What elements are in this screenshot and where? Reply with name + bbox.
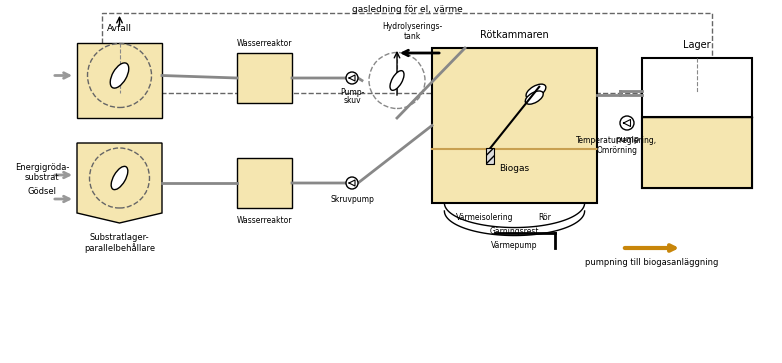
Text: pumpning till biogasanläggning: pumpning till biogasanläggning [585,258,719,267]
FancyBboxPatch shape [642,117,752,188]
Text: Biogas: Biogas [500,164,529,174]
Bar [102,13,712,93]
Text: Rör: Rör [538,213,551,223]
FancyBboxPatch shape [642,58,752,188]
Text: Substratlager-: Substratlager- [90,233,149,242]
Bar [486,148,494,164]
Text: Värmeisolering: Värmeisolering [456,213,513,223]
Circle shape [346,177,358,189]
Ellipse shape [110,63,129,88]
Text: Gärningsrest: Gärningsrest [490,227,540,236]
Text: Värmepump: Värmepump [491,241,538,249]
Ellipse shape [111,166,127,189]
Text: substrat: substrat [25,174,59,183]
Text: gasledning för el, värme: gasledning för el, värme [352,5,462,14]
FancyBboxPatch shape [432,48,597,203]
Text: tank: tank [404,32,421,41]
FancyBboxPatch shape [237,53,292,103]
Text: Hydrolyserings-: Hydrolyserings- [382,22,442,31]
Text: skuv: skuv [343,96,361,105]
Text: Omrörning: Omrörning [597,146,637,155]
Text: Temperaturreglering,: Temperaturreglering, [576,136,658,145]
Text: parallelbehållare: parallelbehållare [84,243,155,253]
Circle shape [620,116,634,130]
FancyBboxPatch shape [237,158,292,208]
Ellipse shape [526,91,543,104]
Text: Rötkammaren: Rötkammaren [480,30,549,40]
Text: Avfall: Avfall [107,24,132,33]
FancyBboxPatch shape [77,43,162,118]
Polygon shape [77,143,162,223]
Text: Energigröda-: Energigröda- [15,163,69,172]
Circle shape [346,72,358,84]
Text: Lager: Lager [683,40,711,50]
Ellipse shape [390,71,404,90]
Text: Skruvpump: Skruvpump [330,195,374,204]
Text: pump: pump [615,135,639,144]
Text: Pump-: Pump- [340,88,364,97]
Text: Gödsel: Gödsel [27,187,56,196]
Text: Wasserreaktor: Wasserreaktor [237,39,292,48]
Text: Wasserreaktor: Wasserreaktor [237,216,292,225]
Ellipse shape [526,84,546,99]
